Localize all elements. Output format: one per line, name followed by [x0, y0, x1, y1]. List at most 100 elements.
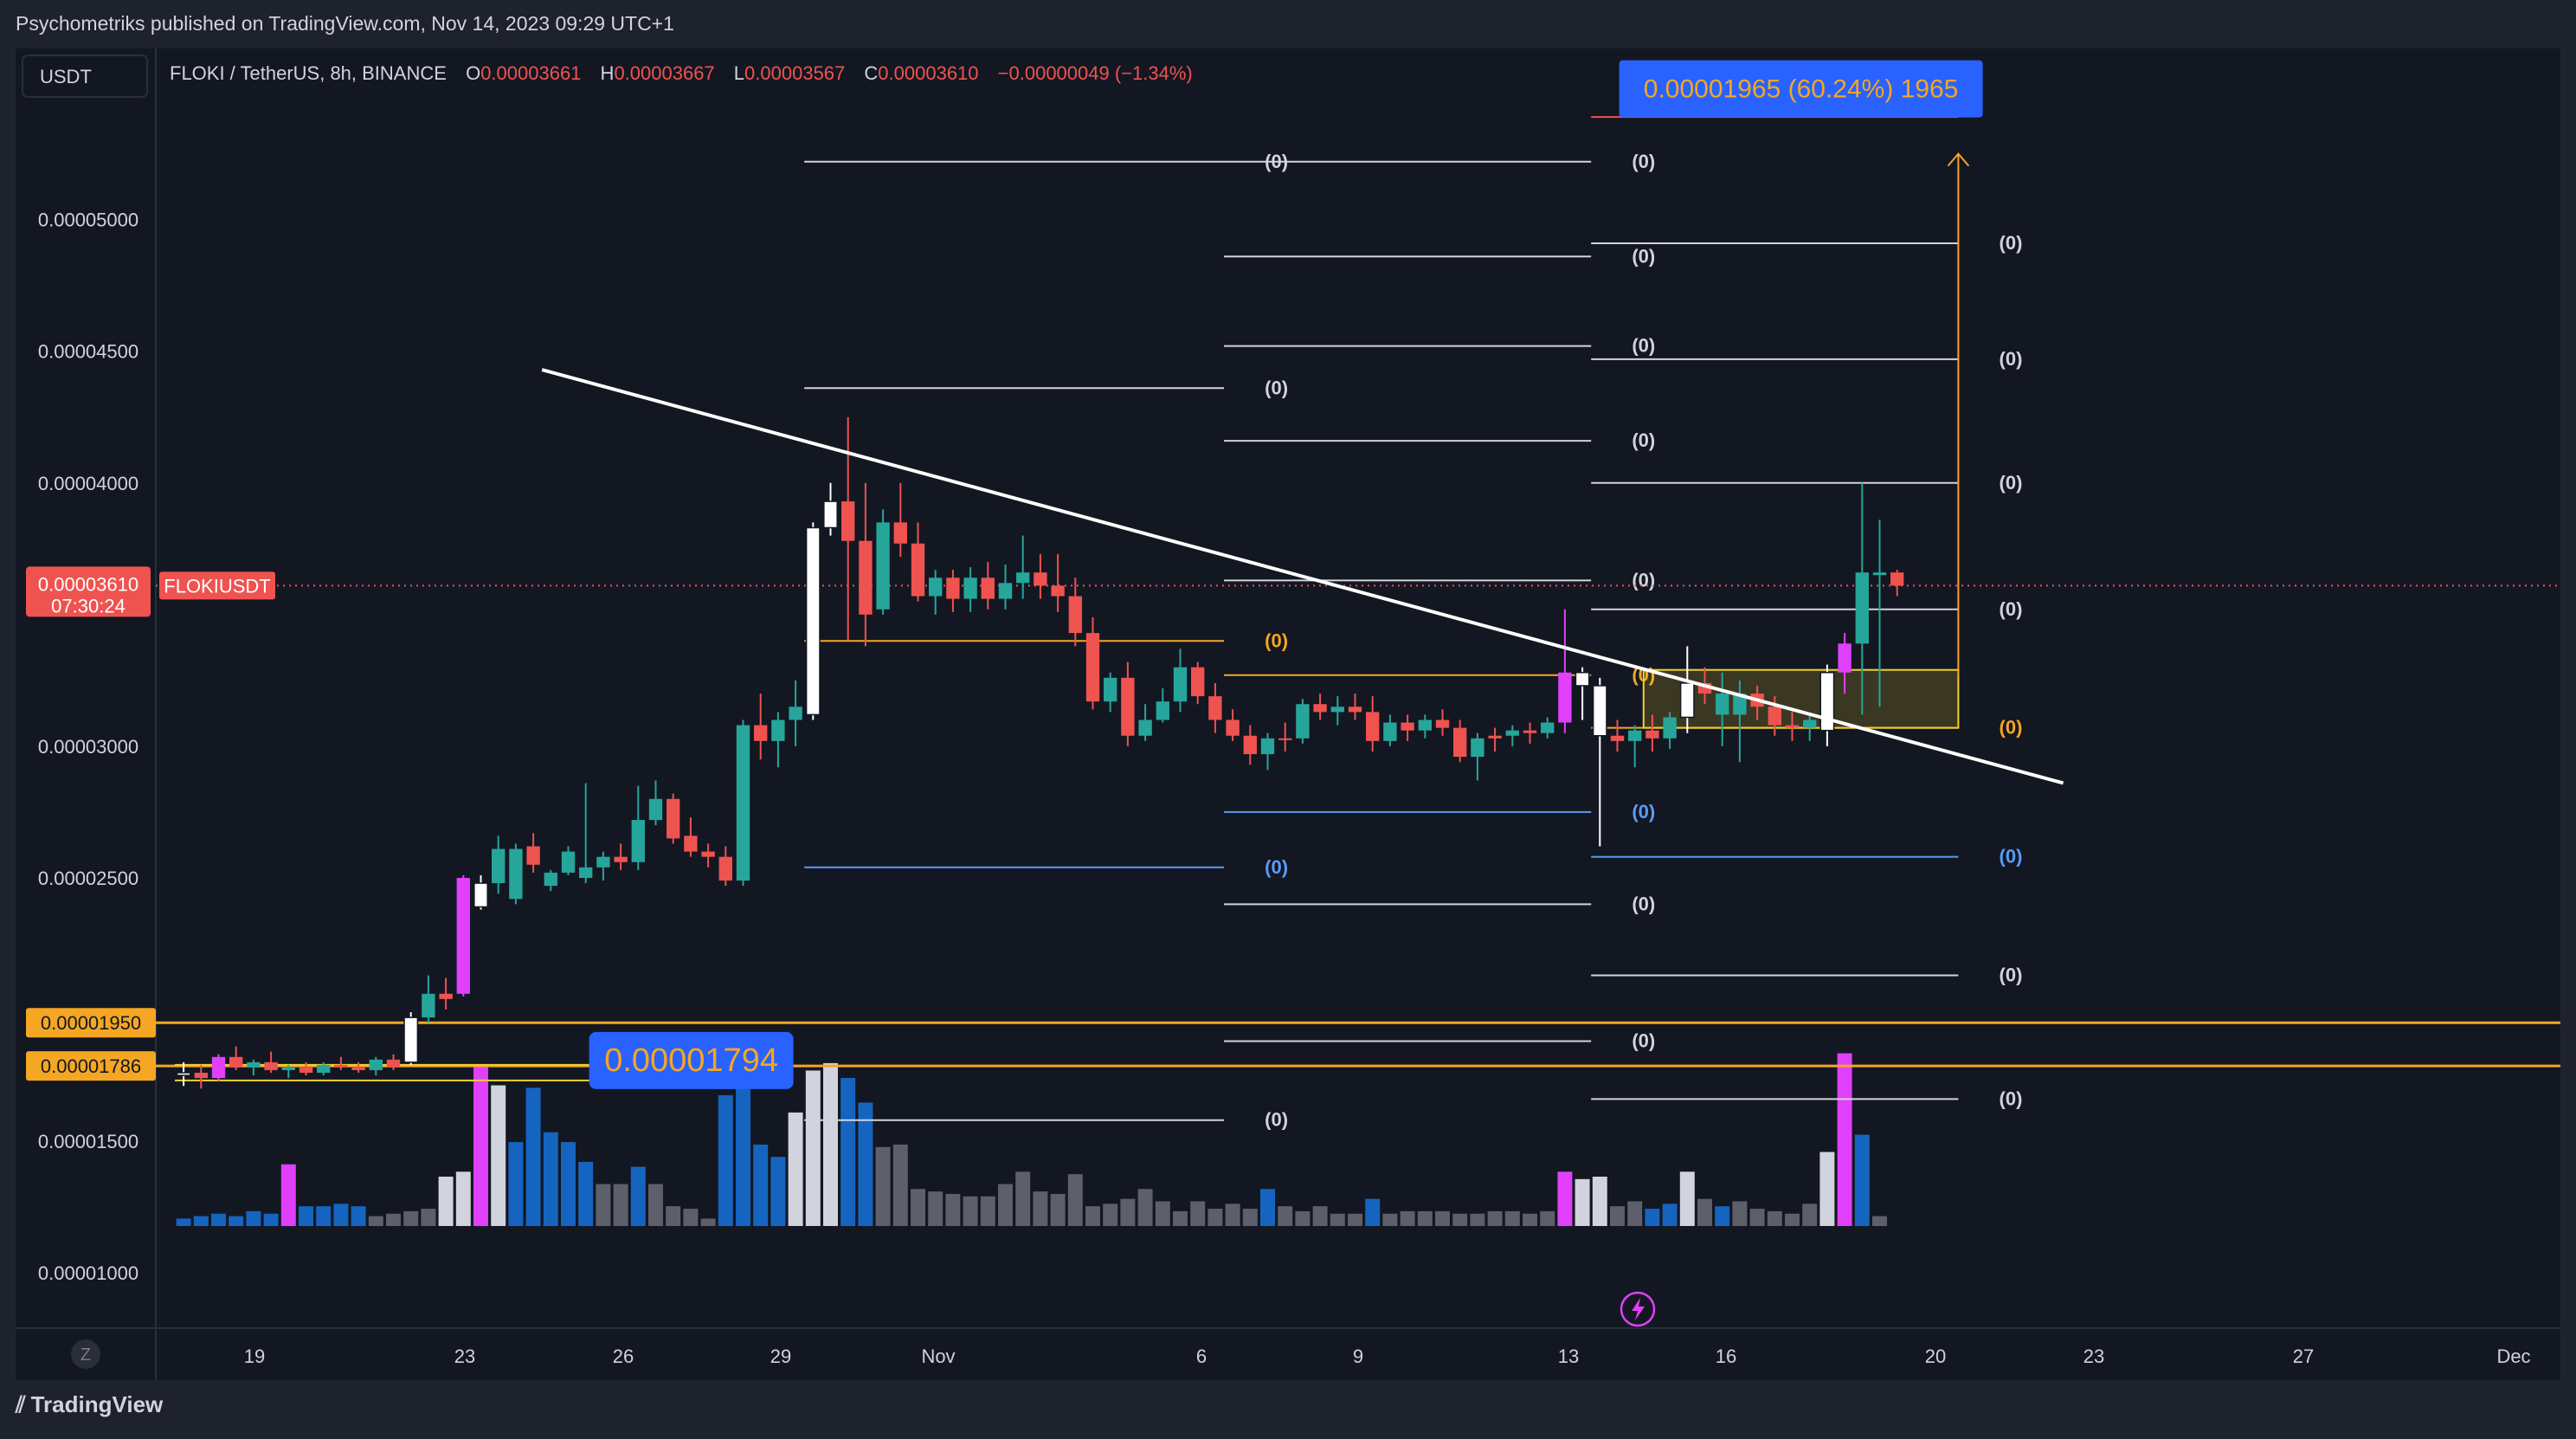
candle-body[interactable] — [1819, 672, 1835, 732]
candle-body[interactable] — [456, 877, 470, 994]
candle-body[interactable] — [422, 993, 435, 1018]
candle-body[interactable] — [247, 1062, 261, 1068]
candle-body[interactable] — [631, 820, 645, 862]
candle-body[interactable] — [1191, 667, 1205, 697]
candle-body[interactable] — [1628, 730, 1642, 741]
candle-body[interactable] — [684, 836, 698, 852]
candle-body[interactable] — [1645, 730, 1659, 739]
candle-body[interactable] — [1051, 585, 1065, 597]
candle-body[interactable] — [1243, 735, 1257, 755]
lightning-icon[interactable] — [1620, 1291, 1656, 1327]
candle-body[interactable] — [648, 798, 663, 821]
candle-body[interactable] — [596, 856, 610, 868]
candle-body[interactable] — [229, 1056, 243, 1068]
candle-body[interactable] — [998, 583, 1013, 599]
measure-label-box[interactable] — [1619, 60, 1983, 118]
candle-body[interactable] — [859, 540, 873, 615]
candle-body[interactable] — [1663, 717, 1677, 739]
candle-body[interactable] — [1138, 720, 1152, 736]
candle-body[interactable] — [911, 543, 925, 597]
candle-body[interactable] — [946, 578, 960, 599]
candle-body[interactable] — [334, 1064, 348, 1068]
candle-body[interactable] — [1541, 722, 1555, 733]
candle-body[interactable] — [1471, 738, 1484, 758]
trendline[interactable] — [541, 368, 2064, 785]
candle-body[interactable] — [579, 867, 593, 878]
candle-body[interactable] — [893, 522, 907, 544]
candle-body[interactable] — [281, 1067, 295, 1070]
candle-body[interactable] — [1260, 738, 1275, 755]
candle-body[interactable] — [963, 578, 977, 599]
candle-body[interactable] — [876, 522, 890, 610]
candle-body[interactable] — [929, 578, 943, 597]
candle-body[interactable] — [1121, 677, 1135, 736]
candle-body[interactable] — [526, 846, 540, 865]
chart-panel[interactable] — [16, 48, 2560, 1380]
candle-body[interactable] — [1855, 572, 1869, 644]
candle-body[interactable] — [299, 1067, 313, 1074]
candle-body[interactable] — [736, 725, 750, 881]
candle-body[interactable] — [1803, 720, 1817, 728]
candle-body[interactable] — [789, 707, 802, 720]
candle-body[interactable] — [1016, 572, 1030, 584]
candle-body[interactable] — [1488, 735, 1502, 739]
candle-body[interactable] — [1575, 672, 1590, 687]
candle-body[interactable] — [369, 1059, 383, 1070]
candle-body[interactable] — [1872, 572, 1887, 576]
candle-body[interactable] — [544, 872, 557, 887]
candle-body[interactable] — [1785, 725, 1800, 728]
candle-body[interactable] — [754, 725, 768, 741]
candle-body[interactable] — [211, 1056, 226, 1079]
candle-body[interactable] — [176, 1072, 191, 1076]
candle-body[interactable] — [264, 1062, 278, 1070]
candle-body[interactable] — [317, 1064, 331, 1074]
tradingview-logo[interactable]: ⫽ TradingView — [16, 1391, 163, 1419]
corner-button[interactable] — [71, 1339, 100, 1369]
candle-body[interactable] — [1838, 643, 1852, 673]
candle-body[interactable] — [1679, 682, 1695, 719]
candle-body[interactable] — [981, 578, 995, 599]
candle-body[interactable] — [718, 856, 732, 881]
highlight-box[interactable] — [1642, 668, 1960, 729]
candle-body[interactable] — [1173, 667, 1188, 702]
candle-body[interactable] — [403, 1016, 419, 1063]
candle-body[interactable] — [1208, 696, 1222, 720]
candle-body[interactable] — [1313, 704, 1327, 713]
candle-body[interactable] — [1768, 707, 1781, 726]
candle-body[interactable] — [1383, 722, 1397, 741]
candle-body[interactable] — [1085, 633, 1100, 702]
candle-body[interactable] — [492, 849, 506, 884]
candle-body[interactable] — [1330, 707, 1344, 713]
candle-body[interactable] — [1156, 701, 1169, 720]
candle-body[interactable] — [614, 856, 628, 862]
candle-body[interactable] — [1610, 735, 1625, 741]
candle-body[interactable] — [1453, 727, 1467, 758]
candle-body[interactable] — [823, 500, 838, 529]
candle-body[interactable] — [439, 993, 453, 999]
candle-body[interactable] — [667, 798, 680, 839]
currency-button[interactable] — [22, 55, 148, 98]
candle-body[interactable] — [1034, 572, 1047, 586]
candle-body[interactable] — [509, 849, 523, 900]
candle-body[interactable] — [1366, 712, 1380, 741]
candle-body[interactable] — [194, 1073, 208, 1079]
candle-body[interactable] — [1592, 685, 1607, 737]
candle-body[interactable] — [1435, 720, 1450, 728]
candle-body[interactable] — [1104, 677, 1117, 702]
candle-body[interactable] — [1716, 694, 1729, 715]
candle-body[interactable] — [1505, 730, 1519, 736]
candle-body[interactable] — [841, 501, 855, 541]
candle-body[interactable] — [701, 851, 715, 857]
candle-body[interactable] — [386, 1059, 401, 1068]
candle-body[interactable] — [1226, 720, 1240, 736]
candle-body[interactable] — [1068, 596, 1082, 634]
candle-body[interactable] — [1278, 738, 1292, 740]
candle-body[interactable] — [1523, 730, 1537, 733]
candle-body[interactable] — [1890, 572, 1904, 586]
candle-body[interactable] — [561, 851, 576, 873]
candle-body[interactable] — [771, 720, 785, 741]
candle-body[interactable] — [1418, 720, 1432, 731]
candle-body[interactable] — [473, 882, 488, 908]
ruler-label-box[interactable] — [589, 1031, 794, 1089]
